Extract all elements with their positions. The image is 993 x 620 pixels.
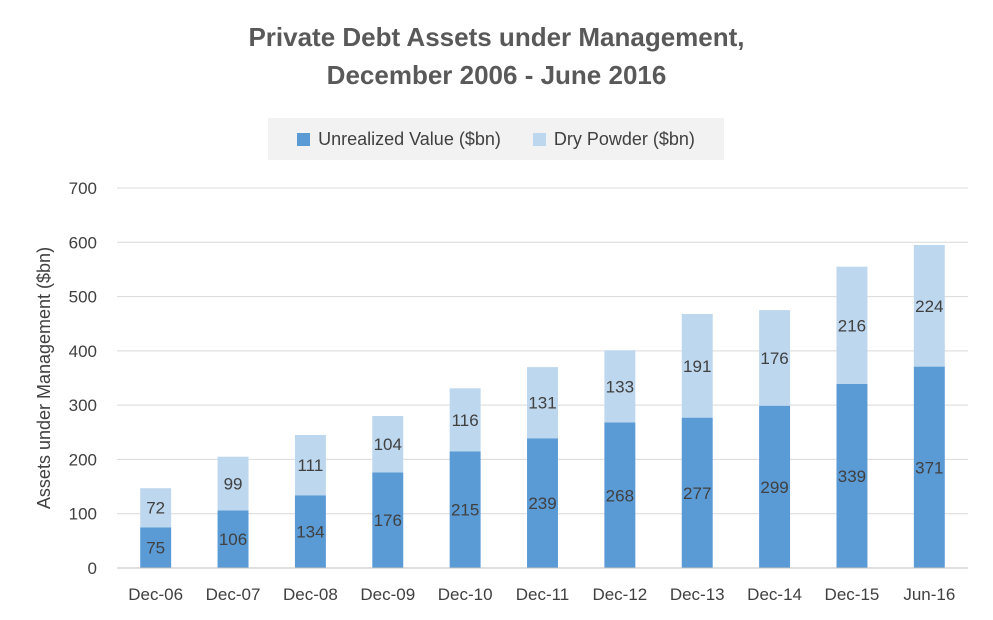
y-tick-label: 0 <box>88 559 97 578</box>
bar-dry-powder <box>681 313 713 418</box>
legend-swatch-unrealized-value <box>297 132 311 146</box>
data-label-unrealized-value: 75 <box>146 539 165 558</box>
data-label-dry-powder: 176 <box>760 349 788 368</box>
data-label-unrealized-value: 176 <box>374 511 402 530</box>
y-tick-label: 400 <box>69 342 97 361</box>
data-label-unrealized-value: 339 <box>838 467 866 486</box>
data-label-unrealized-value: 134 <box>296 523 324 542</box>
data-label-unrealized-value: 277 <box>683 484 711 503</box>
y-tick-label: 100 <box>69 505 97 524</box>
legend-swatch-dry-powder <box>532 132 546 146</box>
legend-item-unrealized-value: Unrealized Value ($bn) <box>297 129 501 150</box>
data-label-dry-powder: 224 <box>915 297 943 316</box>
data-label-dry-powder: 216 <box>838 316 866 335</box>
bar-unrealized-value <box>604 422 636 568</box>
data-label-dry-powder: 131 <box>528 394 556 413</box>
data-label-unrealized-value: 215 <box>451 501 479 520</box>
x-tick-label: Dec-09 <box>360 585 415 604</box>
x-tick-label: Dec-12 <box>592 585 647 604</box>
data-label-dry-powder: 104 <box>374 435 402 454</box>
bar-unrealized-value <box>836 383 868 568</box>
data-label-dry-powder: 99 <box>224 475 243 494</box>
x-tick-label: Dec-10 <box>438 585 493 604</box>
bar-unrealized-value <box>913 366 945 568</box>
bar-dry-powder <box>759 310 791 406</box>
bar-dry-powder <box>294 435 326 496</box>
bar-unrealized-value <box>140 527 172 568</box>
x-tick-label: Dec-14 <box>747 585 802 604</box>
legend-item-dry-powder: Dry Powder ($bn) <box>532 128 695 150</box>
data-label-unrealized-value: 239 <box>528 494 556 513</box>
data-label-dry-powder: 72 <box>146 499 165 518</box>
bar-unrealized-value <box>681 417 713 568</box>
x-tick-label: Dec-13 <box>670 585 725 604</box>
bar-dry-powder <box>449 388 481 452</box>
bar-dry-powder <box>140 488 172 528</box>
data-label-dry-powder: 116 <box>452 411 479 430</box>
data-label-unrealized-value: 106 <box>219 530 247 549</box>
data-label-unrealized-value: 371 <box>915 458 943 477</box>
bar-unrealized-value <box>759 405 791 568</box>
bar-unrealized-value <box>527 438 558 568</box>
x-tick-label: Dec-11 <box>516 585 570 604</box>
y-axis-title: Assets under Management ($bn) <box>34 247 54 509</box>
legend-label-dry-powder: Dry Powder ($bn) <box>553 128 695 149</box>
bar-dry-powder <box>836 266 868 384</box>
x-tick-label: Dec-06 <box>128 585 183 604</box>
data-label-dry-powder: 191 <box>683 357 711 376</box>
x-tick-label: Jun-16 <box>903 585 955 604</box>
bar-dry-powder <box>527 367 558 439</box>
x-tick-label: Dec-08 <box>283 585 338 604</box>
chart-title-line-1: Private Debt Assets under Management, <box>248 22 745 52</box>
chart-title-line-2: December 2006 - June 2016 <box>326 60 667 90</box>
bar-dry-powder <box>604 350 636 423</box>
bar-unrealized-value <box>449 451 481 568</box>
y-tick-label: 600 <box>69 233 97 252</box>
x-tick-label: Dec-15 <box>825 585 880 604</box>
bar-dry-powder <box>217 456 249 511</box>
bar-dry-powder <box>372 416 404 473</box>
y-tick-label: 500 <box>69 288 97 307</box>
y-tick-label: 200 <box>69 450 97 469</box>
y-tick-label: 300 <box>69 396 97 415</box>
bar-unrealized-value <box>217 510 249 568</box>
data-label-unrealized-value: 299 <box>760 478 788 497</box>
legend: Unrealized Value ($bn) Dry Powder ($bn) <box>268 118 724 160</box>
legend-label-unrealized-value: Unrealized Value ($bn) <box>318 128 501 149</box>
y-tick-label: 700 <box>69 179 97 198</box>
bar-unrealized-value <box>372 472 404 568</box>
bar-unrealized-value <box>294 495 326 568</box>
bar-dry-powder <box>913 245 945 367</box>
data-label-unrealized-value: 268 <box>606 486 634 505</box>
data-label-dry-powder: 111 <box>297 456 323 475</box>
x-tick-label: Dec-07 <box>206 585 261 604</box>
data-label-dry-powder: 133 <box>606 377 634 396</box>
